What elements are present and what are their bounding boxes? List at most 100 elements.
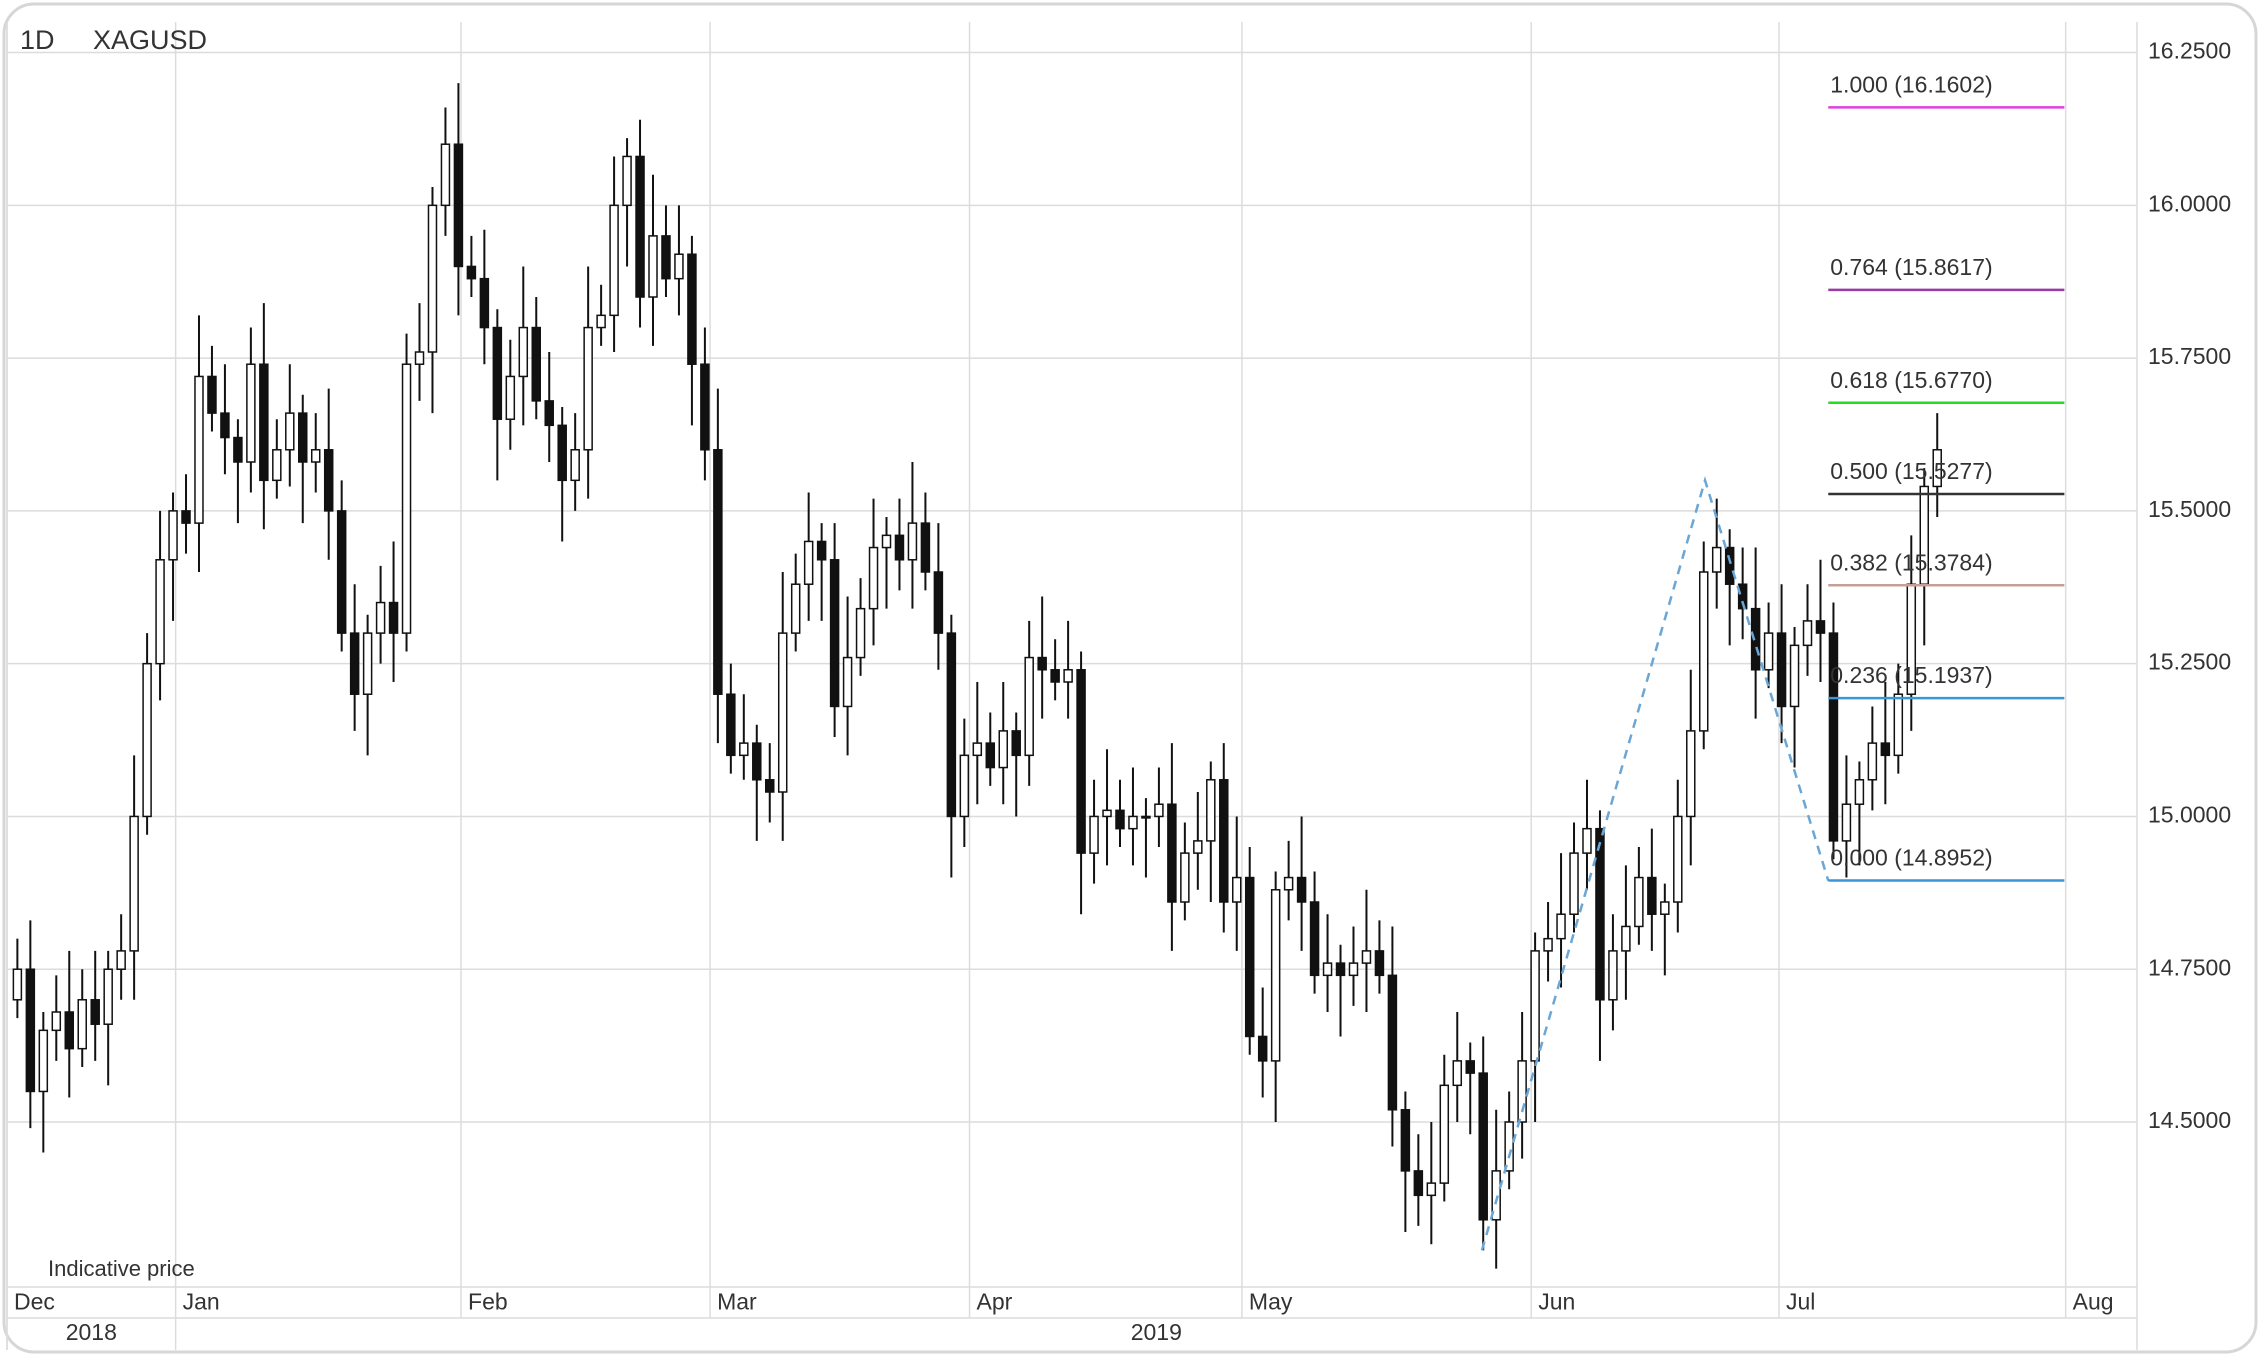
candle-body — [1543, 937, 1553, 952]
candle-body — [1608, 950, 1618, 1001]
candle-body — [1374, 950, 1385, 977]
candle-body — [1867, 742, 1878, 781]
candle-body — [1789, 644, 1800, 708]
candle-body — [907, 522, 918, 561]
candle-body — [1270, 889, 1281, 1062]
candle-body — [1426, 1182, 1437, 1197]
candle-body — [1698, 571, 1709, 732]
candle-body — [479, 277, 490, 329]
candle-body — [713, 449, 723, 695]
x-tick-label: Jun — [1538, 1289, 1575, 1315]
fib-label: 0.236 (15.1937) — [1830, 662, 1992, 688]
candle-body — [648, 235, 658, 298]
candle-body — [933, 571, 944, 634]
year-label: 2018 — [66, 1319, 117, 1345]
candle-body — [1361, 950, 1372, 964]
y-tick-label: 15.0000 — [2148, 802, 2231, 828]
candle-body — [453, 143, 464, 268]
candle-body — [298, 412, 308, 463]
candle-body — [1737, 583, 1748, 610]
candle-body — [1231, 876, 1242, 903]
candle-body — [1011, 730, 1021, 757]
candle-body — [1932, 449, 1942, 488]
candle-body — [1647, 876, 1657, 915]
candle-body — [1050, 669, 1060, 683]
x-tick-label: Aug — [2073, 1289, 2114, 1315]
x-tick-label: Jan — [183, 1289, 220, 1315]
candle-body — [1348, 962, 1359, 977]
candle-body — [1089, 815, 1099, 854]
candle-body — [272, 449, 282, 482]
candle-body — [1686, 730, 1696, 818]
candle-body — [1478, 1072, 1488, 1221]
candle-body — [362, 632, 373, 695]
candle-body — [1257, 1035, 1268, 1062]
candle-body — [1673, 815, 1683, 903]
candle-body — [233, 436, 243, 463]
x-tick-label: May — [1249, 1289, 1293, 1315]
candle-body — [1309, 901, 1320, 977]
candle-body — [1244, 876, 1255, 1038]
candle-body — [259, 363, 269, 482]
candle-body — [1193, 840, 1203, 854]
candle-body — [726, 693, 736, 757]
candle-body — [1621, 925, 1631, 952]
candle-body — [868, 546, 879, 610]
fib-label: 0.000 (14.8952) — [1830, 845, 1992, 871]
candle-body — [1556, 913, 1566, 940]
interval: 1D — [20, 25, 55, 55]
candle-body — [609, 204, 619, 317]
candle-body — [12, 968, 23, 1001]
candle-body — [1296, 876, 1307, 903]
candle-body — [700, 363, 710, 451]
candle-body — [1776, 632, 1787, 708]
fib-label: 0.618 (15.6770) — [1830, 367, 1992, 393]
candle-body — [1763, 632, 1774, 671]
candle-body — [1102, 809, 1112, 818]
candle-body — [1569, 852, 1579, 915]
candle-body — [829, 559, 840, 708]
candle-body — [752, 742, 762, 781]
candle-body — [1465, 1060, 1475, 1074]
y-tick-label: 14.5000 — [2148, 1107, 2231, 1133]
candle-body — [1504, 1121, 1514, 1172]
candle-body — [194, 375, 204, 524]
y-tick-label: 16.2500 — [2148, 38, 2231, 64]
candle-body — [1167, 803, 1177, 903]
candle-body — [220, 412, 230, 439]
grid — [6, 22, 2138, 1350]
candle-body — [1387, 974, 1398, 1111]
fib-label: 0.382 (15.3784) — [1830, 549, 1992, 575]
candle-body — [1491, 1170, 1501, 1221]
candle-body — [557, 424, 567, 482]
candle-body — [1880, 742, 1891, 757]
candle-body — [310, 449, 321, 463]
candle-body — [77, 999, 87, 1050]
candle-body — [129, 815, 139, 952]
candle-body — [765, 779, 775, 793]
candle-body — [1711, 546, 1722, 573]
candle-body — [1335, 962, 1346, 977]
candle-body — [803, 540, 814, 585]
candle-body — [894, 534, 905, 561]
candle-body — [687, 253, 697, 365]
candle-body — [1439, 1084, 1450, 1184]
y-tick-label: 16.0000 — [2148, 190, 2231, 216]
candle-body — [972, 742, 983, 757]
candle-body — [1452, 1060, 1463, 1087]
candle-body — [790, 583, 801, 634]
candle-body — [505, 375, 516, 420]
candle-body — [1128, 815, 1138, 830]
x-tick-label: Jul — [1786, 1289, 1815, 1315]
candle-body — [635, 155, 645, 298]
candle-body — [1815, 620, 1826, 634]
x-tick-label: Feb — [468, 1289, 508, 1315]
candle-body — [349, 632, 360, 695]
candle-body — [1517, 1060, 1527, 1123]
candle-body — [285, 412, 295, 451]
candle-body — [1154, 803, 1164, 818]
candle-body — [323, 449, 334, 512]
candle-body — [1828, 632, 1839, 842]
